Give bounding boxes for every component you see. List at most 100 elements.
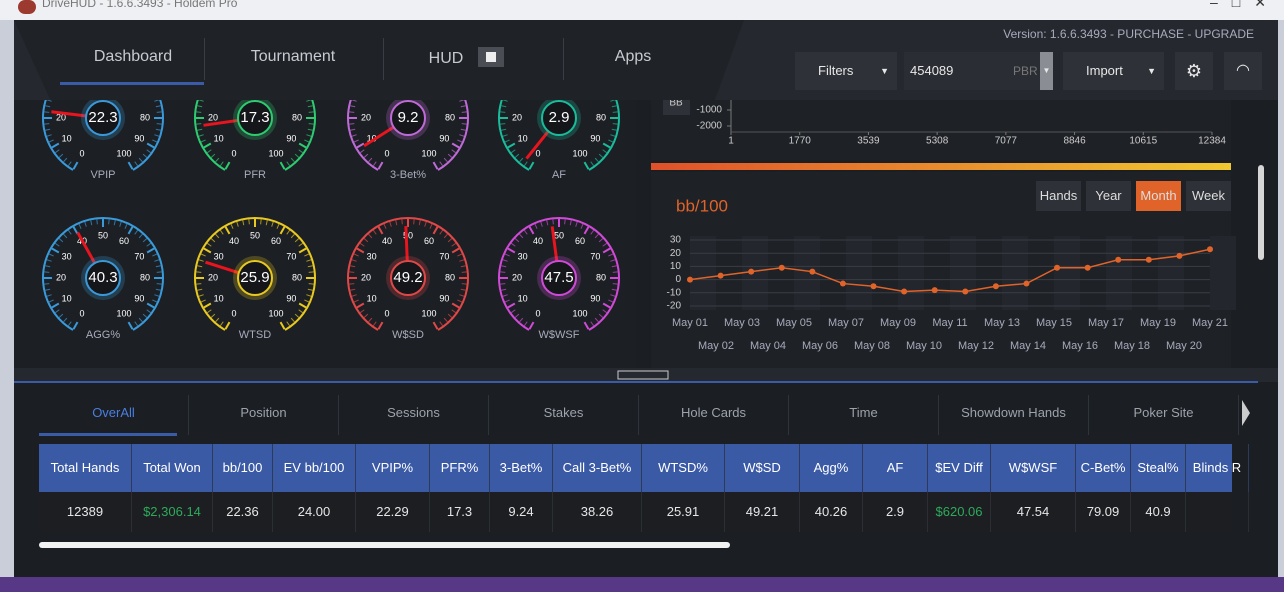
column-header[interactable]: W$WSF xyxy=(991,444,1076,492)
gauge-label: AF xyxy=(552,169,566,181)
hud-toggle[interactable] xyxy=(478,47,504,67)
column-header[interactable]: Steal% xyxy=(1131,444,1186,492)
gauge-value: 47.5 xyxy=(544,269,573,286)
filters-button[interactable]: Filters ▼ xyxy=(795,52,897,90)
gauge-tick-label: 0 xyxy=(535,309,540,319)
report-tab[interactable]: Hole Cards xyxy=(639,395,789,435)
support-button[interactable]: ◠ xyxy=(1224,52,1262,90)
range-button[interactable]: Week xyxy=(1186,181,1231,211)
gauge-tick-label: 0 xyxy=(231,149,236,159)
report-tab[interactable]: Poker Site xyxy=(1089,395,1239,435)
window-controls[interactable]: –□✕ xyxy=(1210,0,1280,10)
gauge-minor-tick xyxy=(156,111,162,113)
gauge-tick-label: 80 xyxy=(445,272,455,282)
x-tick-label: May 19 xyxy=(1140,317,1176,329)
gauge-minor-tick xyxy=(48,139,54,143)
column-header[interactable]: Total Won xyxy=(132,444,213,492)
gauge-minor-tick xyxy=(575,221,578,227)
gauge-minor-tick xyxy=(286,229,291,235)
x-tick-label: May 11 xyxy=(932,317,967,329)
version-info[interactable]: Version: 1.6.6.3493 - PURCHASE - UPGRADE xyxy=(1003,27,1254,41)
chart-band xyxy=(950,236,976,310)
column-header[interactable]: PFR% xyxy=(430,444,490,492)
gauge-tick-label: 70 xyxy=(134,251,144,261)
column-header[interactable]: Total Hands xyxy=(39,444,132,492)
gauge-major-tick xyxy=(224,161,231,170)
gauge-minor-tick xyxy=(363,313,369,318)
nav-tab[interactable]: Dashboard xyxy=(93,48,173,65)
gauge-major-tick xyxy=(298,142,307,149)
active-tab-underline xyxy=(60,82,204,85)
range-button[interactable]: Year xyxy=(1086,181,1131,211)
gauge-minor-tick xyxy=(294,313,300,318)
gauge-minor-tick xyxy=(359,149,365,154)
table-cell: 79.09 xyxy=(1076,492,1131,532)
line-point xyxy=(1207,246,1213,253)
y-tick-label: -20 xyxy=(667,301,682,312)
settings-button[interactable]: ⚙ xyxy=(1175,52,1213,90)
gauge-minor-tick xyxy=(540,221,543,227)
gauge-tick-label: 0 xyxy=(384,309,389,319)
gauge-minor-tick xyxy=(307,128,313,131)
column-header[interactable]: Agg% xyxy=(800,444,863,492)
gauge-minor-tick xyxy=(306,259,312,262)
gauge-minor-tick xyxy=(443,233,448,239)
gauge-minor-tick xyxy=(461,111,467,113)
column-header[interactable]: Call 3-Bet% xyxy=(553,444,642,492)
gauge-minor-tick xyxy=(590,321,595,327)
splitter[interactable] xyxy=(14,368,1278,382)
report-tab[interactable]: Showdown Hands xyxy=(939,395,1089,435)
nav-tab[interactable]: HUD xyxy=(428,50,464,67)
table-cell: 2.9 xyxy=(863,492,928,532)
x-tick-label: May 06 xyxy=(802,340,838,352)
gauge-minor-tick xyxy=(457,299,463,303)
line-point xyxy=(687,276,693,283)
chart-band xyxy=(1158,236,1184,310)
gauge-tick-label: 10 xyxy=(518,293,528,303)
column-header[interactable]: bb/100 xyxy=(213,444,273,492)
column-header[interactable]: Blinds R xyxy=(1186,444,1249,492)
scrollbar-vertical[interactable] xyxy=(1258,165,1264,260)
import-button[interactable]: Import ▼ xyxy=(1063,52,1164,90)
nav-tab[interactable]: Apps xyxy=(614,48,652,65)
gauge-major-tick xyxy=(432,226,439,235)
gauge-minor-tick xyxy=(63,157,68,163)
gauge-minor-tick xyxy=(510,242,516,247)
column-header[interactable]: EV bb/100 xyxy=(273,444,356,492)
report-tab[interactable]: Stakes xyxy=(489,395,639,435)
gauge-center xyxy=(85,100,121,136)
gauge-minor-tick xyxy=(200,253,206,257)
range-button[interactable]: Month xyxy=(1136,181,1181,211)
column-header[interactable]: W$SD xyxy=(725,444,800,492)
column-header[interactable]: WTSD% xyxy=(642,444,725,492)
tabs-next-arrow[interactable] xyxy=(1242,400,1250,426)
report-tab[interactable]: Sessions xyxy=(339,395,489,435)
gauge-minor-tick xyxy=(196,271,202,273)
report-tab[interactable]: OverAll xyxy=(39,395,189,435)
gauge-minor-tick xyxy=(215,317,220,323)
gauge-tick-label: 80 xyxy=(596,112,606,122)
gauge-minor-tick xyxy=(265,220,268,226)
report-tab[interactable]: Time xyxy=(789,395,939,435)
gauge-minor-tick xyxy=(152,299,158,303)
column-header[interactable]: AF xyxy=(863,444,928,492)
gauge-minor-tick xyxy=(519,157,524,163)
column-header[interactable]: 3-Bet% xyxy=(490,444,553,492)
nav-tab[interactable]: Tournament xyxy=(250,48,336,65)
player-select[interactable]: 454089 PBR ▼ xyxy=(904,52,1053,90)
scrollbar-horizontal[interactable] xyxy=(39,542,730,548)
gauge-minor-tick xyxy=(569,220,572,226)
report-tab[interactable]: Position xyxy=(189,395,339,435)
range-button[interactable]: Hands xyxy=(1036,181,1081,211)
gauge-tick-label: 40 xyxy=(229,236,239,246)
line-point xyxy=(931,287,938,294)
splitter-handle[interactable] xyxy=(617,370,669,380)
gauge-tick-label: 10 xyxy=(62,133,72,143)
y-tick-label: -2000 xyxy=(696,121,722,132)
column-header[interactable]: VPIP% xyxy=(356,444,430,492)
column-header[interactable]: C-Bet% xyxy=(1076,444,1131,492)
gauge-minor-tick xyxy=(424,221,427,227)
gauge-minor-tick xyxy=(460,128,466,131)
column-header[interactable]: $EV Diff xyxy=(928,444,991,492)
gauge-minor-tick xyxy=(611,105,617,108)
